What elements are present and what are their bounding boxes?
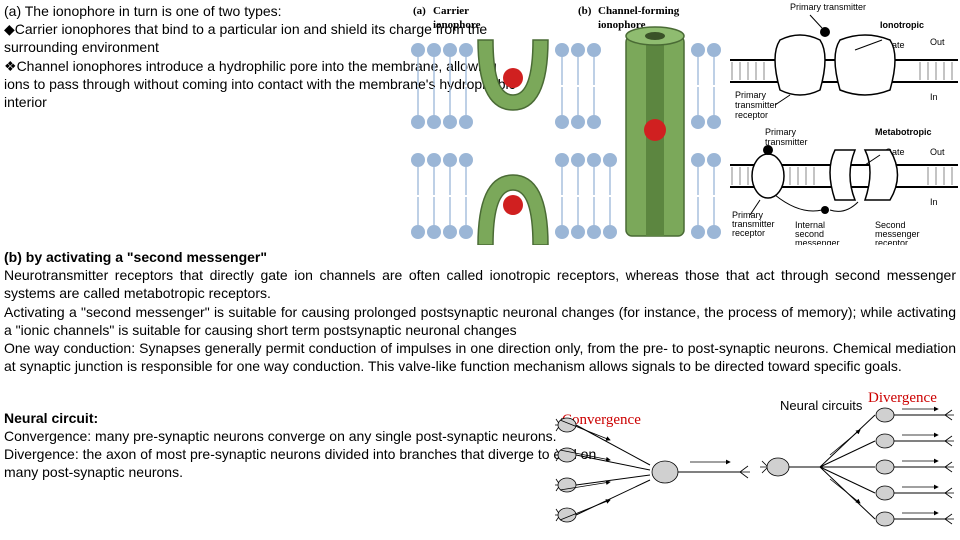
fig-a-channel: Channel-forming	[598, 5, 680, 17]
metab-channel-left	[830, 150, 855, 200]
div-input	[760, 458, 820, 476]
in-1: In	[930, 92, 938, 102]
receptor-2c: receptor	[732, 228, 765, 238]
ionotropic-receptor-left	[775, 35, 825, 95]
receptor-1c: receptor	[735, 110, 768, 120]
receptor-figure: Ionotropic Primary transmitter Out In Ga…	[730, 0, 958, 245]
transmitter-dot-1	[820, 27, 830, 37]
fig-a-carrier2: ionophore	[433, 19, 481, 31]
circuit-heading: Neural circuit:	[4, 410, 604, 428]
receptor-1b: transmitter	[735, 100, 778, 110]
primary-trans-2b: transmitter	[765, 137, 808, 147]
output-neuron	[652, 461, 750, 483]
fig-a-carrier: Carrier	[433, 5, 469, 17]
in-2: In	[930, 197, 938, 207]
primary-trans-1: Primary transmitter	[790, 2, 866, 12]
section-b-text: (b) by activating a "second messenger" N…	[4, 248, 956, 375]
div-out-2	[876, 434, 954, 448]
div-out-5	[876, 512, 954, 526]
metab-receptor	[752, 154, 784, 198]
ion-channel	[644, 119, 666, 141]
input-neuron-2	[555, 448, 650, 470]
div-out-1	[876, 408, 954, 422]
ionophore-figure: (a) Carrier ionophore (b) Channel-formin…	[408, 0, 728, 245]
internal-msg-c: messenger	[795, 238, 840, 245]
ion-lower	[503, 195, 523, 215]
second-msg-dot	[821, 206, 829, 214]
div-out-3	[876, 460, 954, 474]
receptor-1a: Primary	[735, 90, 766, 100]
section-b-para1: Neurotransmitter receptors that directly…	[4, 266, 956, 302]
fig-a-label-b: (b)	[578, 5, 592, 17]
circuit-conv: Convergence: many pre-synaptic neurons c…	[4, 428, 604, 446]
section-b-para3: One way conduction: Synapses generally p…	[4, 339, 956, 375]
transmitter-dot-2	[763, 145, 773, 155]
input-neuron-3	[555, 475, 650, 492]
bullet2-marker: ❖	[4, 58, 17, 74]
ionotropic-receptor-right	[835, 35, 895, 95]
bullet1-marker: ◆	[4, 21, 15, 37]
div-out-4	[876, 486, 954, 500]
primary-trans-2a: Primary	[765, 127, 796, 137]
convergence-figure	[555, 400, 755, 540]
channel-ionophore	[626, 27, 684, 236]
ionotropic-label: Ionotropic	[880, 20, 924, 30]
circuit-div: Divergence: the axon of most pre-synapti…	[4, 446, 604, 482]
ion-upper	[503, 68, 523, 88]
neural-circuit-text: Neural circuit: Convergence: many pre-sy…	[4, 410, 604, 482]
section-b-heading: (b) by activating a "second messenger"	[4, 248, 956, 266]
metabotropic-label: Metabotropic	[875, 127, 932, 137]
metab-channel-right	[865, 150, 898, 200]
out-1: Out	[930, 37, 945, 47]
divergence-figure	[760, 395, 960, 540]
fig-a-label-a: (a)	[413, 5, 426, 17]
section-b-para2: Activating a "second messenger" is suita…	[4, 303, 956, 339]
second-rec-c: receptor	[875, 238, 908, 245]
out-2: Out	[930, 147, 945, 157]
